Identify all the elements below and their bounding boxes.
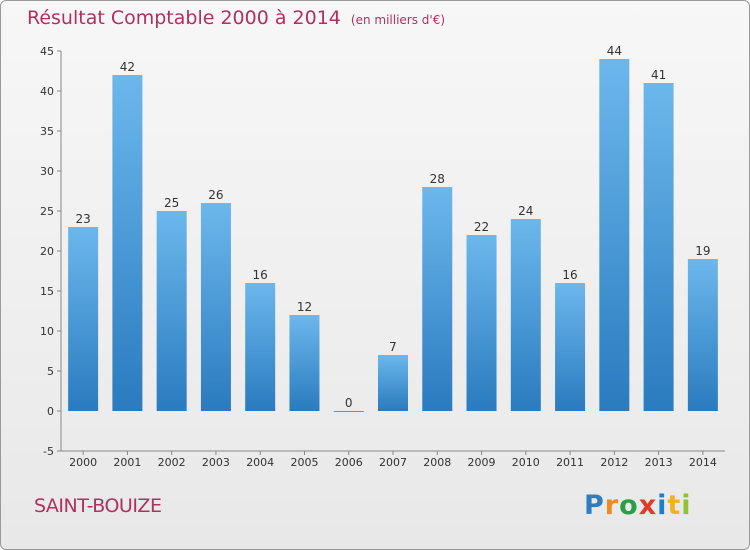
logo-letter: P (584, 490, 605, 521)
bar-2001 (112, 75, 143, 411)
x-tick-label: 2003 (202, 456, 230, 469)
town-name: SAINT-BOUIZE (34, 495, 162, 517)
logo-letter: t (667, 490, 682, 521)
bar-value-label: 24 (518, 204, 533, 218)
x-tick-label: 2014 (689, 456, 717, 469)
x-tick-label: 2008 (423, 456, 451, 469)
x-tick-label: 2010 (512, 456, 540, 469)
y-tick-label: 45 (40, 45, 54, 58)
x-tick-label: 2012 (600, 456, 628, 469)
bar-2012 (599, 59, 630, 411)
bar-value-label: 42 (120, 60, 135, 74)
y-tick-label: 15 (40, 285, 54, 298)
bar-value-label: 28 (430, 172, 445, 186)
bar-value-label: 16 (253, 268, 268, 282)
x-tick-label: 2005 (290, 456, 318, 469)
bar-value-label: 26 (208, 188, 223, 202)
chart-title: Résultat Comptable 2000 à 2014 (en millie… (27, 7, 445, 29)
bar-2003 (200, 203, 231, 411)
bar-2007 (378, 355, 408, 411)
x-tick-label: 2007 (379, 456, 407, 469)
x-tick-label: 2006 (335, 456, 363, 469)
chart-unit: (en milliers d'€) (350, 13, 446, 27)
y-tick-label: 0 (47, 405, 54, 418)
bar-2002 (156, 211, 187, 411)
x-tick-label: 2000 (69, 456, 97, 469)
bar-2010 (510, 219, 541, 411)
y-tick-label: 10 (40, 325, 54, 338)
bar-2000 (68, 227, 99, 411)
bar-value-label: 41 (651, 68, 666, 82)
x-tick-label: 2004 (246, 456, 274, 469)
bar-value-label: 12 (297, 300, 312, 314)
proxiti-logo: Proxiti (584, 490, 692, 521)
bar-2004 (245, 283, 276, 411)
bar-value-label: 16 (562, 268, 577, 282)
chart-labels: 23 42 25 26 16 12 0 7 28 22 24 16 44 41 19 (75, 44, 710, 410)
x-tick-label: 2011 (556, 456, 584, 469)
x-tick-label: 2013 (645, 456, 673, 469)
x-tick-label: 2001 (113, 456, 141, 469)
bar-2005 (289, 315, 320, 411)
y-tick-label: 30 (40, 165, 54, 178)
bar-2011 (555, 283, 586, 411)
bar-2006 (333, 411, 364, 412)
chart-bars (68, 59, 718, 412)
logo-letter: o (619, 490, 639, 521)
bar-value-label: 19 (695, 244, 710, 258)
bar-value-label: 44 (607, 44, 622, 58)
bar-value-label: 7 (389, 340, 397, 354)
x-tick-label: 2009 (468, 456, 496, 469)
bar-value-label: 23 (75, 212, 90, 226)
bar-2014 (687, 259, 718, 411)
logo-letter: r (604, 490, 620, 521)
bar-2013 (643, 83, 674, 411)
bar-2008 (422, 187, 453, 411)
y-tick-label: 40 (40, 85, 54, 98)
bar-value-label: 0 (345, 396, 353, 410)
x-tick-label: 2002 (158, 456, 186, 469)
chart-axes: -5 0 5 10 15 20 25 30 35 40 45 2000 2001 2002 2003 2004… (40, 45, 725, 469)
bar-value-label: 25 (164, 196, 179, 210)
bar-2009 (466, 235, 497, 411)
y-tick-label: 5 (47, 365, 54, 378)
y-tick-label: 35 (40, 125, 54, 138)
bar-value-label: 22 (474, 220, 489, 234)
y-tick-label: 20 (40, 245, 54, 258)
chart-title-text: Résultat Comptable 2000 à 2014 (27, 7, 341, 29)
logo-letter: x (638, 490, 658, 521)
y-tick-label: 25 (40, 205, 54, 218)
logo-letter: i (657, 490, 668, 521)
logo-letter: i (681, 490, 692, 521)
y-tick-label: -5 (43, 445, 54, 458)
